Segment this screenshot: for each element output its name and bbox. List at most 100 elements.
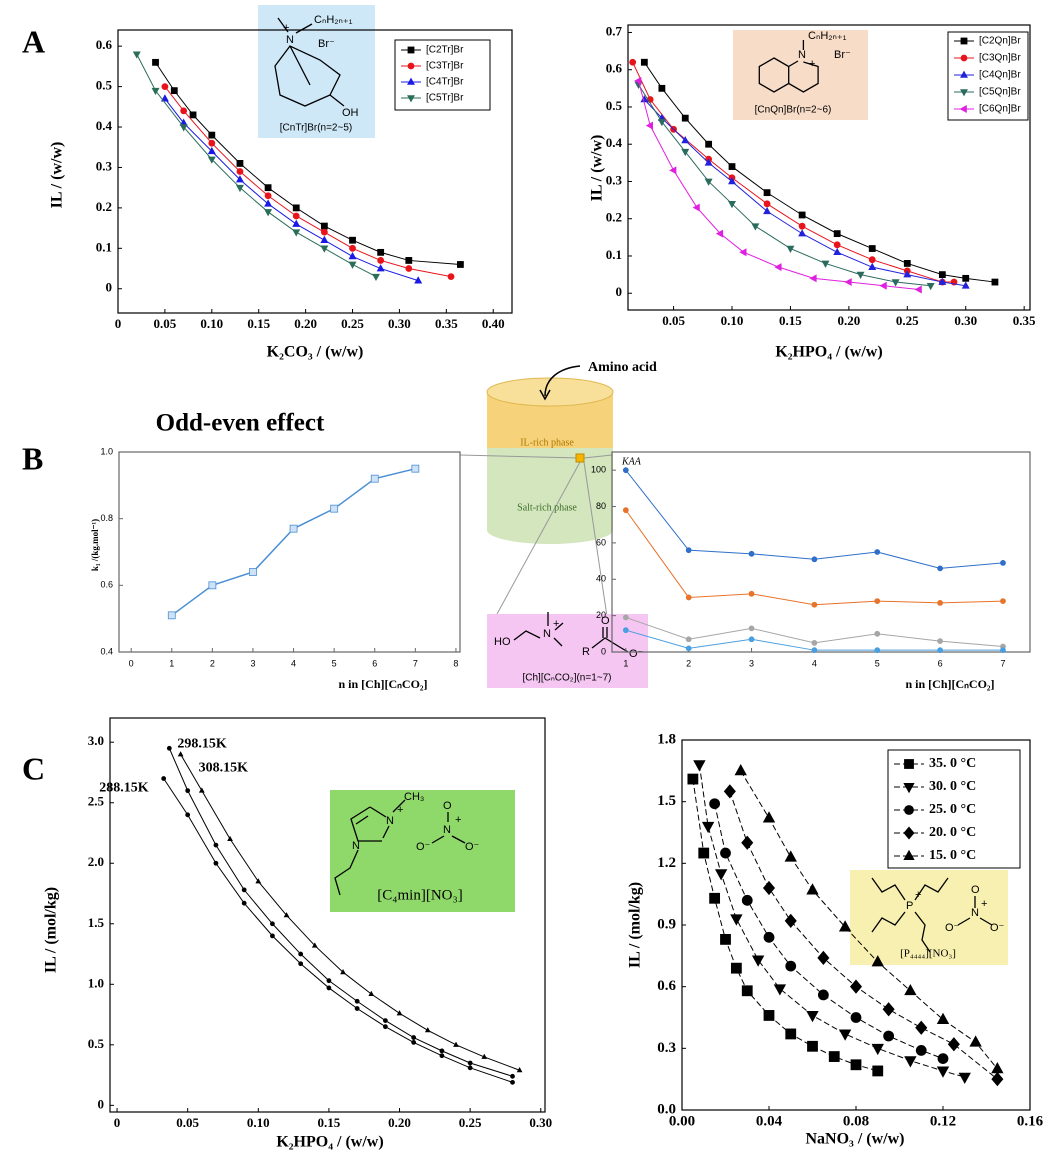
marker xyxy=(701,821,715,834)
legend-marker xyxy=(903,849,915,860)
marker xyxy=(938,277,947,285)
marker xyxy=(330,504,339,513)
marker xyxy=(926,282,935,291)
marker xyxy=(198,787,205,793)
marker xyxy=(645,121,654,130)
marker xyxy=(457,261,464,268)
structure-bonds xyxy=(274,17,345,107)
y-tick-label: 0.0 xyxy=(657,1101,676,1117)
marker xyxy=(424,1027,431,1033)
atom: P xyxy=(906,900,913,912)
y-axis-label: IL / (mol/kg) xyxy=(627,882,644,968)
legend-marker xyxy=(904,805,914,815)
marker xyxy=(821,260,830,268)
legend-marker xyxy=(960,70,968,78)
marker xyxy=(741,835,754,850)
y-axis-label: IL / (w/w) xyxy=(589,135,606,202)
inset-box xyxy=(258,5,375,138)
marker xyxy=(838,920,852,932)
marker xyxy=(160,94,169,102)
marker xyxy=(270,921,275,927)
marker xyxy=(751,223,760,231)
arrow-label: Amino acid xyxy=(588,360,657,375)
marker xyxy=(962,274,970,282)
y-tick-label: 1.2 xyxy=(657,855,676,871)
y-tick-label: 20 xyxy=(596,610,606,620)
legend-label: 35. 0 °C xyxy=(929,756,976,771)
marker xyxy=(811,647,818,654)
marker xyxy=(891,279,900,287)
marker xyxy=(915,1044,927,1056)
marker xyxy=(349,236,356,244)
marker xyxy=(167,611,176,620)
marker xyxy=(241,887,247,893)
marker xyxy=(348,261,357,269)
marker xyxy=(739,248,747,257)
marker xyxy=(414,276,423,284)
marker xyxy=(411,1039,417,1045)
plot-frame xyxy=(117,29,513,314)
legend-marker xyxy=(407,62,415,70)
marker xyxy=(354,998,360,1004)
marker xyxy=(166,745,172,751)
legend-box xyxy=(947,31,1029,121)
plot-frame xyxy=(118,451,461,653)
marker xyxy=(326,985,332,991)
marker xyxy=(292,212,300,220)
marker xyxy=(833,247,842,256)
y-tick-label: 2.0 xyxy=(88,854,104,869)
marker xyxy=(741,894,753,906)
marker xyxy=(161,83,169,90)
marker xyxy=(715,229,724,238)
marker xyxy=(958,1072,971,1084)
marker xyxy=(773,984,787,996)
marker xyxy=(681,136,690,144)
marker xyxy=(516,1067,523,1073)
series-line xyxy=(171,467,416,616)
panel-label: A xyxy=(22,23,45,59)
x-tick-label: 0.30 xyxy=(954,313,977,328)
marker xyxy=(340,968,346,975)
y-tick-label: 0.4 xyxy=(96,118,113,133)
x-tick-label: 6 xyxy=(372,658,377,668)
legend-label: [C6Qn]Br xyxy=(979,104,1021,115)
structure-inset: N + CH₃ N N + O O⁻ O⁻ [C₄min][NO₃] xyxy=(330,790,515,912)
marker xyxy=(510,1079,515,1085)
marker xyxy=(177,751,184,757)
marker xyxy=(1000,560,1006,566)
y-axis-label: KAA xyxy=(621,456,642,467)
marker xyxy=(969,1035,982,1047)
marker xyxy=(751,955,765,967)
x-tick-label: 5 xyxy=(875,658,880,668)
marker xyxy=(991,1062,1004,1074)
marker xyxy=(185,788,191,794)
y-tick-label: 0 xyxy=(98,1096,105,1111)
marker xyxy=(850,1059,862,1071)
x-tick-label: 0.05 xyxy=(154,316,177,331)
x-tick-label: 0.15 xyxy=(779,313,802,328)
series-line xyxy=(740,770,998,1070)
x-axis-label: K₂CO₃ / (w/w) xyxy=(267,344,364,361)
y-tick-label: 0.3 xyxy=(657,1040,676,1056)
marker xyxy=(510,1073,515,1079)
marker xyxy=(207,156,216,164)
marker xyxy=(868,245,876,252)
marker xyxy=(377,248,385,256)
marker xyxy=(249,568,257,576)
y-tick-label: 1.0 xyxy=(100,446,113,456)
marker xyxy=(370,474,379,483)
marker xyxy=(871,955,884,967)
marker xyxy=(850,1012,862,1023)
marker xyxy=(622,507,629,514)
marker xyxy=(937,1053,949,1065)
legend-label: 25. 0 °C xyxy=(929,802,976,817)
marker xyxy=(786,245,795,253)
legend-label: [C2Qn]Br xyxy=(979,36,1021,47)
series-label: 298.15K xyxy=(177,736,227,751)
marker xyxy=(936,1066,950,1078)
y-axis-label: IL / (mol/kg) xyxy=(43,887,60,973)
x-tick-label: 0.40 xyxy=(482,316,505,331)
x-tick-label: 2 xyxy=(210,658,215,668)
y-tick-label: 80 xyxy=(596,501,606,511)
marker xyxy=(904,1056,917,1068)
